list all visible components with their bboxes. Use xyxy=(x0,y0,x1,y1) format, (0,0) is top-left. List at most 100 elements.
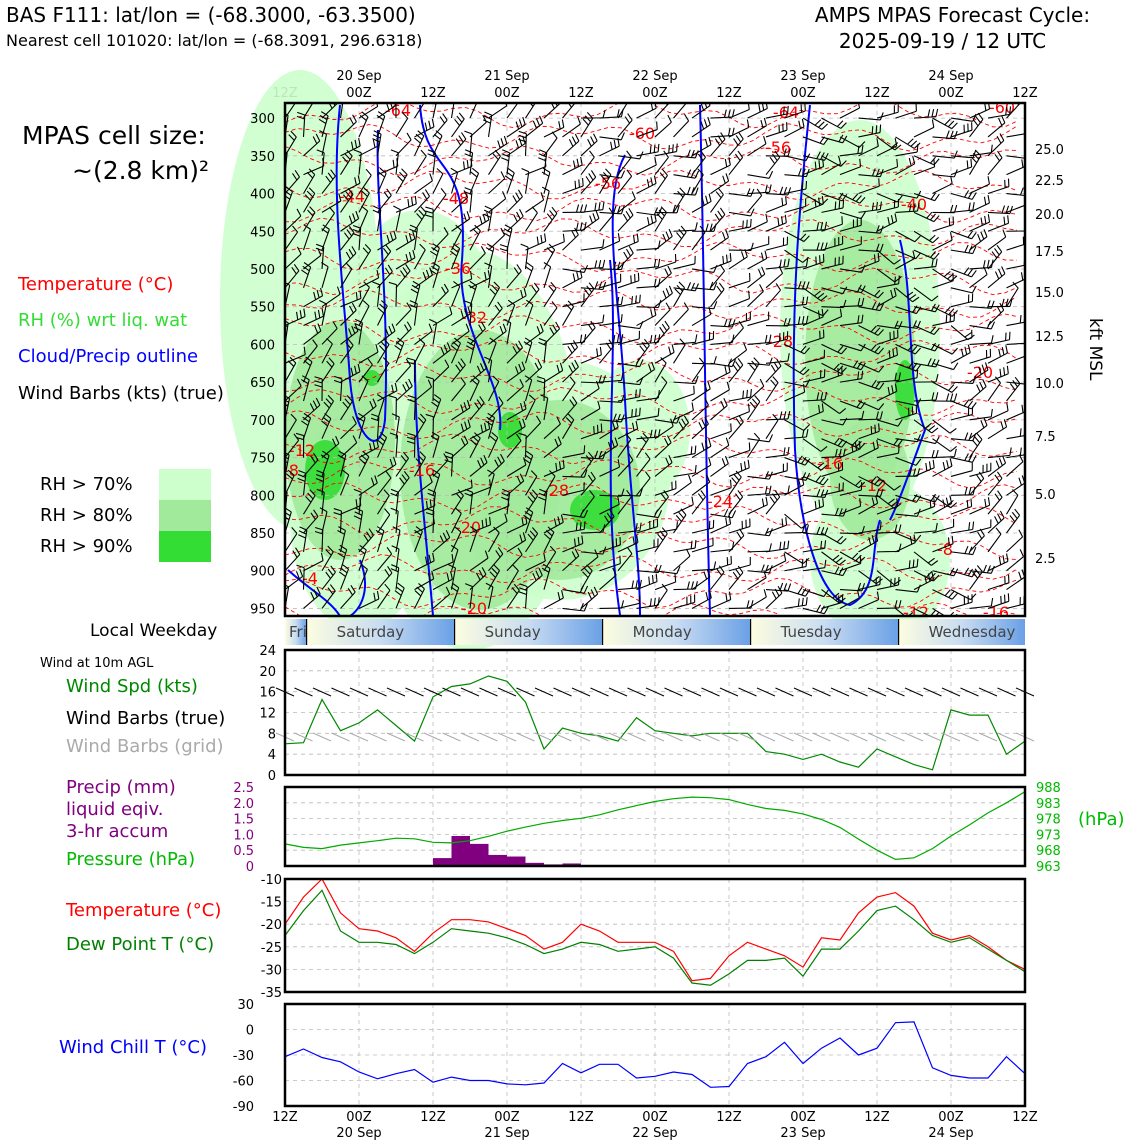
surface-wind-barb xyxy=(923,687,942,697)
precip-bar xyxy=(507,856,526,866)
wind-barb-feather xyxy=(994,153,1000,162)
wind-barb-feather xyxy=(576,271,579,280)
wind-barb xyxy=(969,416,992,421)
wind-barb-feather xyxy=(617,233,621,242)
wind-barb xyxy=(340,423,357,440)
wind-barb-feather xyxy=(355,507,363,512)
surface-wind-barb xyxy=(960,687,979,697)
wind-barb-feather xyxy=(775,283,782,291)
temperature-contour-label: -48 xyxy=(443,189,469,208)
wind-barb-feather xyxy=(925,571,933,578)
wind-barb-feather xyxy=(480,246,486,254)
bottom-tick-label: 12Z xyxy=(864,1110,890,1125)
wind-barb-feather xyxy=(896,158,899,167)
wind-barb-feather xyxy=(518,138,527,143)
wind-barb-feather xyxy=(487,469,495,475)
wind-barb-feather xyxy=(664,437,669,446)
wind-barb-feather xyxy=(964,487,968,496)
wind-barb-feather xyxy=(871,168,876,177)
wind-barb-feather xyxy=(390,492,399,497)
wind-barb xyxy=(802,567,825,572)
wind-barb-feather xyxy=(803,235,810,242)
wind-barb-feather xyxy=(337,454,346,460)
wind-barb-feather xyxy=(314,311,317,320)
wind-barb-feather xyxy=(635,420,639,429)
wind-barb xyxy=(858,529,881,534)
wind-barb-feather xyxy=(344,153,351,160)
wind-barb-feather xyxy=(492,375,500,382)
wind-barb-feather xyxy=(539,323,544,332)
wind-barb-feather xyxy=(781,197,784,206)
wind-barb-feather xyxy=(425,376,434,380)
wind-barb xyxy=(654,382,668,402)
wind-barb-feather xyxy=(964,346,968,355)
wind-barb xyxy=(821,155,842,167)
wind-barb xyxy=(654,156,669,176)
wind-barb-feather xyxy=(856,361,862,369)
wind-barb-feather xyxy=(797,168,802,177)
wind-barb-feather xyxy=(677,190,684,198)
wind-barb xyxy=(895,438,918,443)
wind-barb-feather xyxy=(888,350,891,359)
wind-barb-feather xyxy=(355,499,358,508)
wind-barb-feather xyxy=(1034,574,1036,582)
wind-barb xyxy=(285,253,302,270)
wind-barb-feather xyxy=(706,569,711,578)
wind-barb xyxy=(691,232,706,251)
wind-barb-feather xyxy=(787,105,789,114)
wind-barb-feather xyxy=(896,347,898,356)
wind-barb-feather xyxy=(452,243,461,249)
weekday-name: Saturday xyxy=(337,623,405,641)
wind-barb-feather xyxy=(672,144,674,153)
wind-barb-feather xyxy=(705,195,709,204)
wind-barb-feather xyxy=(350,367,354,376)
wind-barb-feather xyxy=(574,359,579,368)
wind-barb xyxy=(617,338,640,345)
wind-barb-feather xyxy=(433,133,441,140)
temperature-contour-label: -56 xyxy=(765,138,791,157)
surface-wind-barb xyxy=(368,687,387,697)
temp-panel-tick: -20 xyxy=(261,918,282,933)
wind-barb-feather xyxy=(397,175,404,182)
wind-barb xyxy=(691,544,714,553)
surface-grid-wind-barb xyxy=(534,732,554,742)
wind-barb-feather xyxy=(996,471,1003,479)
wind-barb-feather xyxy=(593,426,595,435)
wind-barb xyxy=(821,419,844,426)
wind-speed-line xyxy=(284,675,1026,771)
wind-barb xyxy=(784,205,806,213)
wind-barb xyxy=(802,306,824,317)
wind-barb xyxy=(525,199,544,213)
wind-barb-feather xyxy=(598,281,603,290)
bottom-tick-label: 12Z xyxy=(568,1110,594,1125)
wind-barb-feather xyxy=(389,432,398,437)
wind-barb-feather xyxy=(296,311,299,320)
wind-barb xyxy=(932,607,947,616)
wind-barb-feather xyxy=(820,605,825,614)
wind-barb-feather xyxy=(350,141,354,150)
wind-barb-feather xyxy=(912,203,916,212)
wind-barb-feather xyxy=(372,139,376,148)
wind-barb xyxy=(580,551,603,555)
wind-barb-feather xyxy=(429,173,433,182)
cloud-outline xyxy=(287,569,341,616)
wind-barb-feather xyxy=(427,153,436,158)
wind-barb xyxy=(636,247,659,251)
wind-barb-feather xyxy=(584,567,591,575)
wind-barb xyxy=(747,596,767,609)
wind-barb-feather xyxy=(334,375,343,380)
wind-barb-feather xyxy=(894,524,898,533)
wind-barb-feather xyxy=(361,111,369,118)
wind-barb-feather xyxy=(520,289,524,298)
precip-bar xyxy=(488,854,507,866)
wind-barb xyxy=(599,574,617,591)
surface-grid-wind-barb xyxy=(590,732,609,742)
wind-barb-feather xyxy=(663,150,669,158)
wind-barb-feather xyxy=(574,180,577,189)
wind-barb-feather xyxy=(484,205,493,211)
wind-barb xyxy=(451,383,466,402)
wind-barb-feather xyxy=(963,567,970,575)
wind-barb-feather xyxy=(665,288,670,296)
wind-barb-feather xyxy=(285,511,291,517)
wind-barb-feather xyxy=(613,139,617,148)
